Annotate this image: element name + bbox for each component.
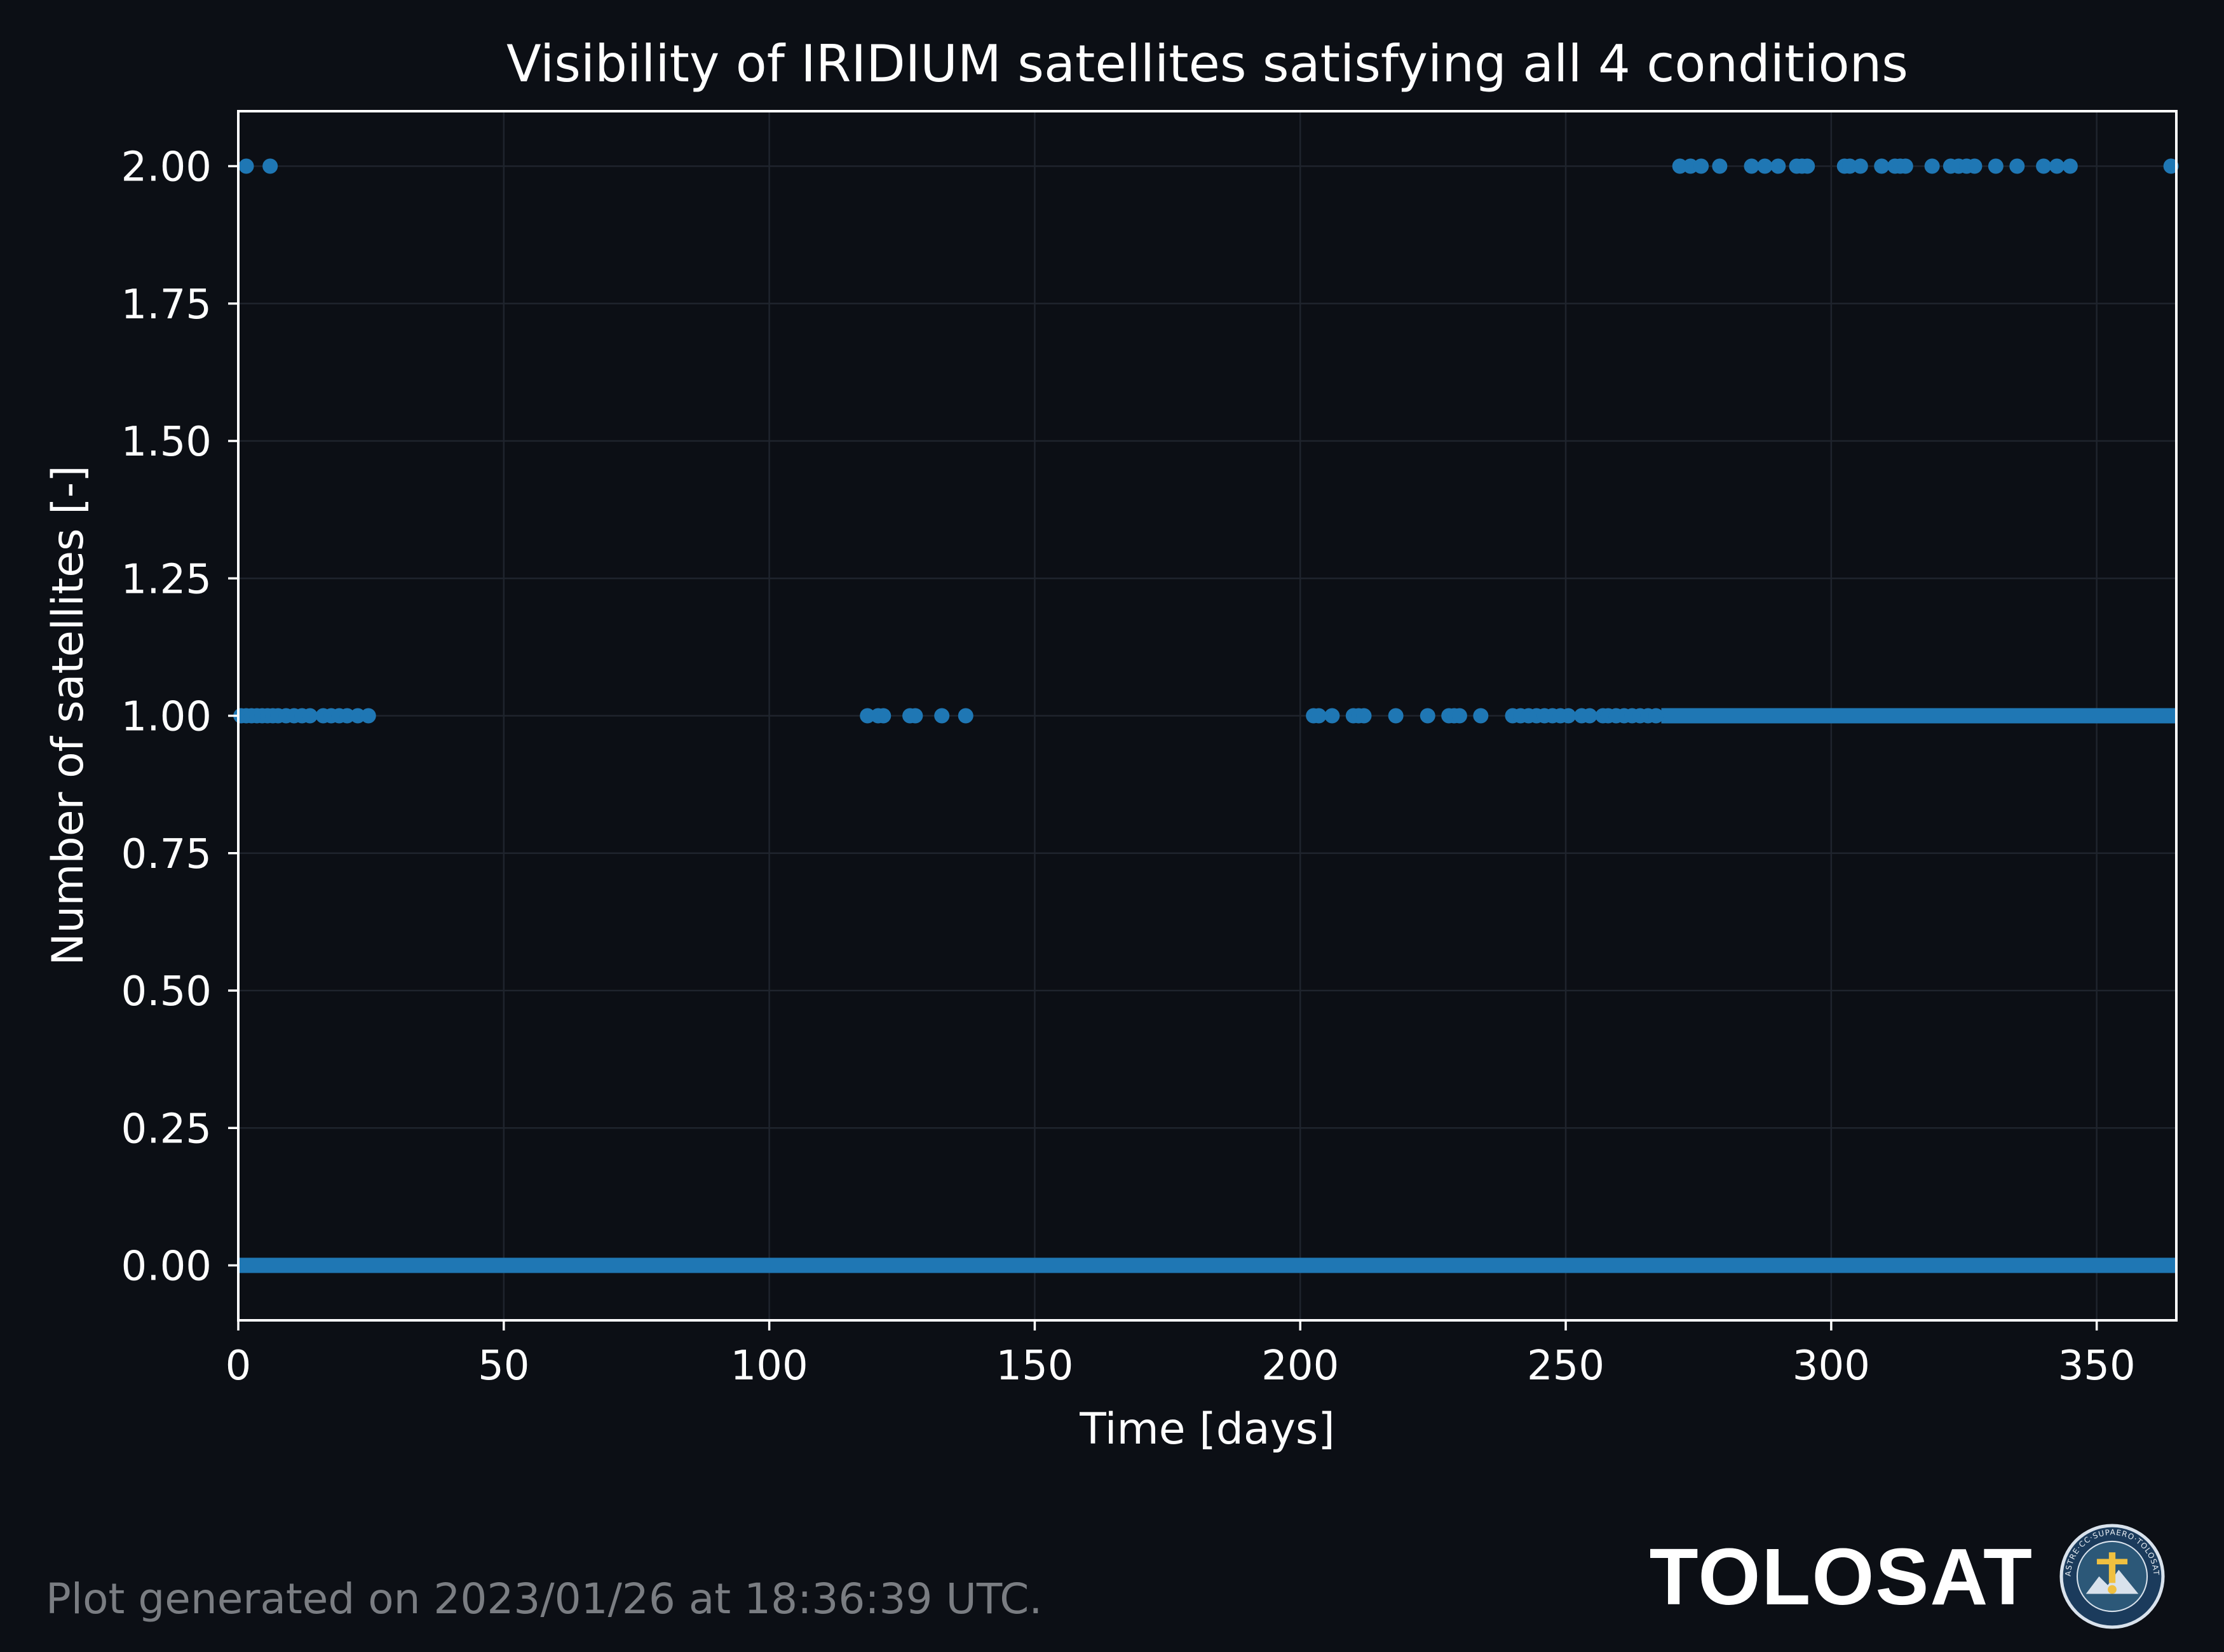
data-point [1311,708,1327,724]
data-point [1852,158,1868,174]
data-point [2062,158,2078,174]
data-point [1324,708,1340,724]
data-point [934,708,950,724]
y-tick-label: 1.50 [121,419,212,466]
tolosat-emblem-icon: ASTRE·CC·SUPAERO·TOLOSAT [2059,1524,2165,1629]
y-tick-label: 1.25 [121,556,212,603]
x-tick-label: 200 [1261,1343,1339,1390]
data-point [339,708,355,724]
data-point [1967,158,1983,174]
data-point [1712,158,1728,174]
x-tick-label: 250 [1527,1343,1604,1390]
data-point [907,708,923,724]
generated-timestamp: Plot generated on 2023/01/26 at 18:36:39… [46,1574,1043,1623]
tick-layer: 0 50 100 150 200 250 300 350 0.00 0.25 0.50 0.75 1.0… [121,144,2136,1390]
x-tick-label: 50 [478,1343,529,1390]
y-tick-label: 0.75 [121,831,212,878]
y-tick-label: 1.75 [121,281,212,328]
data-point [1356,708,1372,724]
brand: TOLOSAT ASTRE·CC·SUPAERO·TOLOSAT [1650,1522,2167,1631]
data-point [1800,158,1815,174]
data-point [2049,158,2065,174]
data-point [360,708,376,724]
data-point [1388,708,1404,724]
data-point [958,708,973,724]
data-point [1582,708,1597,724]
y-tick-label: 1.00 [121,694,212,741]
y-tick-label: 2.00 [121,144,212,191]
brand-name: TOLOSAT [1649,1531,2033,1622]
y-axis-label: Number of satellites [-] [43,465,93,965]
data-point [1672,158,1688,174]
data-point [1648,708,1664,724]
x-tick-label: 0 [226,1343,252,1390]
data-point [2163,158,2179,174]
data-point [1988,158,2004,174]
data-point [2009,158,2025,174]
data-point [1473,708,1489,724]
data-point [876,708,892,724]
data-point [860,708,876,724]
data-point [1897,158,1913,174]
data-point [1744,158,1760,174]
y-tick-label: 0.00 [121,1243,212,1290]
data-point [1924,158,1940,174]
y-tick-label: 0.50 [121,968,212,1015]
data-point [350,708,366,724]
x-tick-label: 300 [1793,1343,1870,1390]
data-point [1561,708,1576,724]
data-point [302,708,318,724]
data-point [262,158,278,174]
x-tick-label: 150 [996,1343,1073,1390]
data-point [238,158,254,174]
x-tick-label: 350 [2058,1343,2136,1390]
data-point [1874,158,1890,174]
y-tick-label: 0.25 [121,1106,212,1153]
data-point [1757,158,1773,174]
chart-title: Visibility of IRIDIUM satellites satisfy… [506,34,1908,93]
data-point [2036,158,2052,174]
x-axis-label: Time [days] [1079,1404,1335,1454]
data-point [1683,158,1699,174]
data-point [1451,708,1467,724]
data-point [1770,158,1786,174]
x-tick-label: 100 [731,1343,808,1390]
data-point [1842,158,1858,174]
data-point [1693,158,1709,174]
data-point [1420,708,1435,724]
data-layer [233,158,2179,1273]
